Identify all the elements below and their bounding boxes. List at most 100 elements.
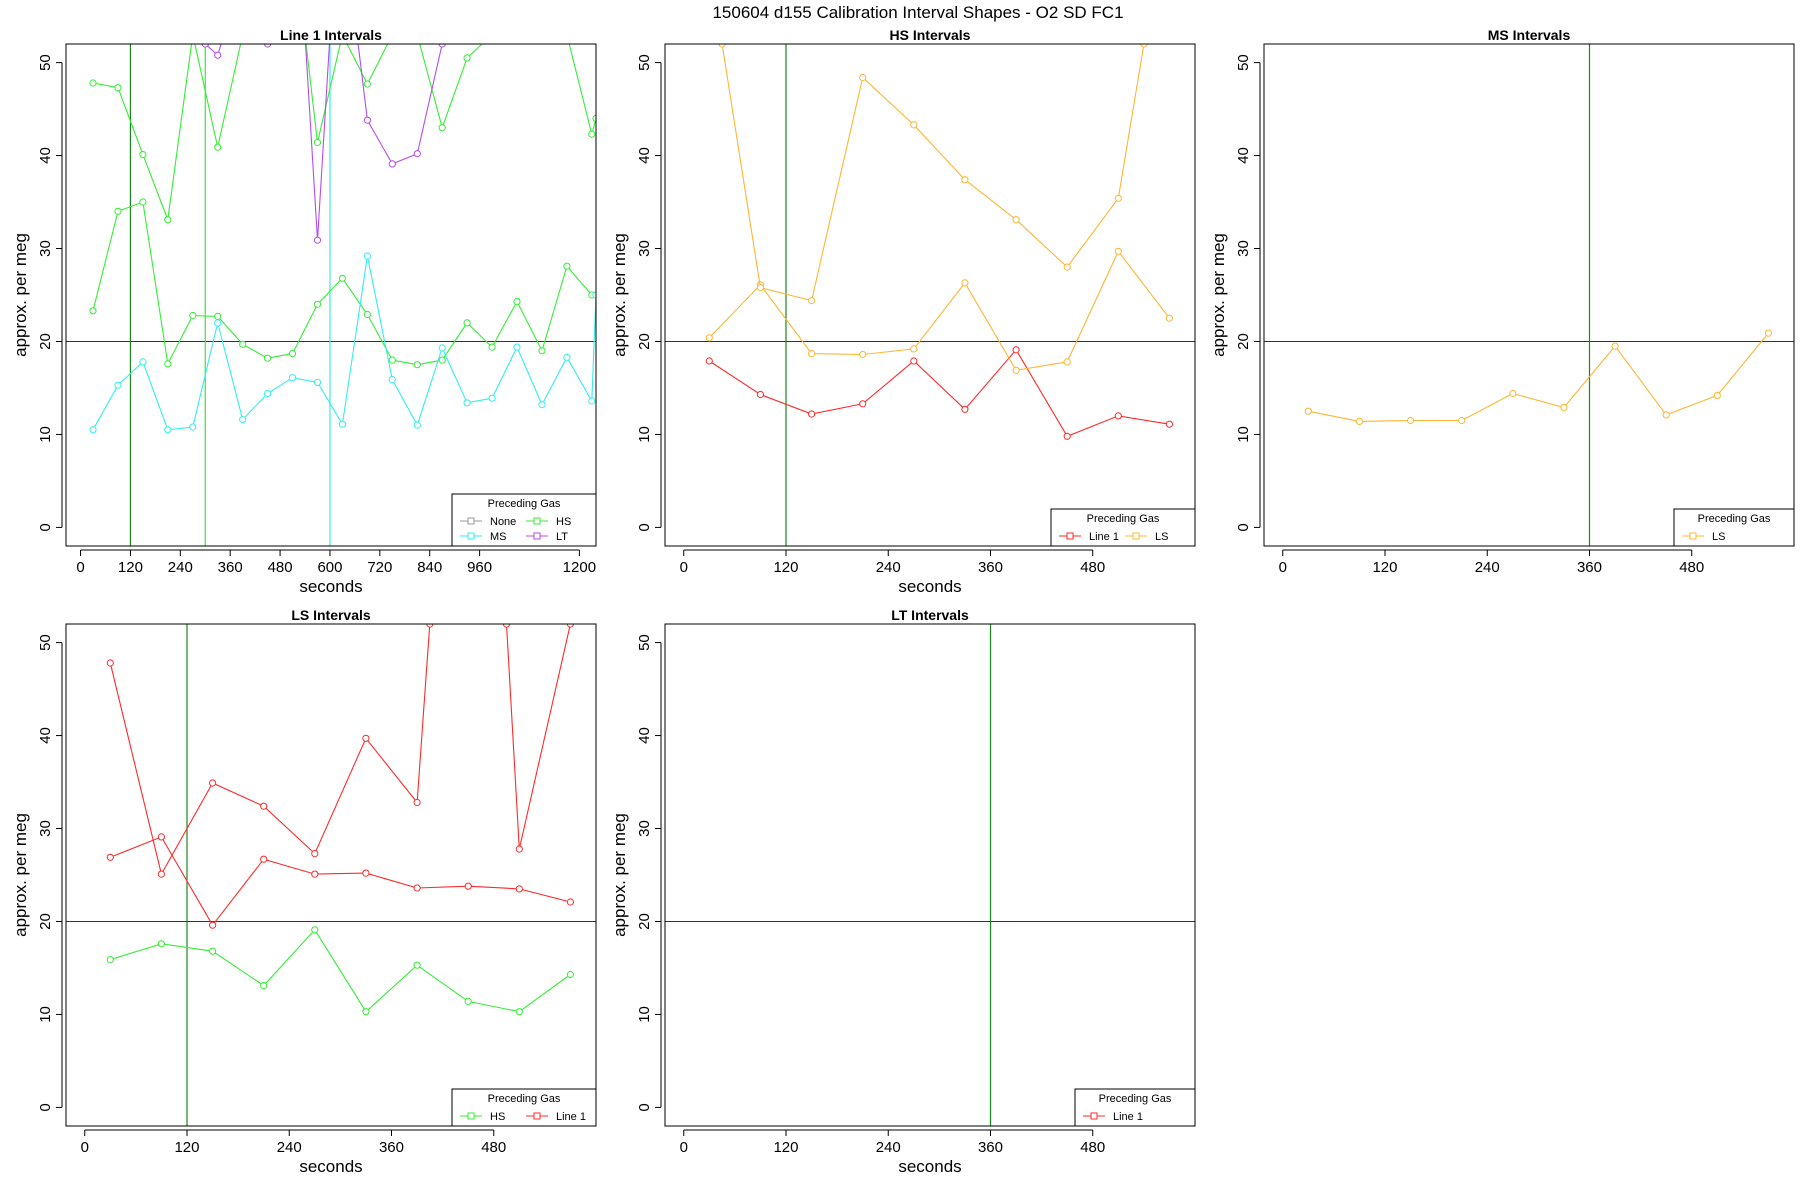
data-point (859, 400, 867, 408)
data-point (362, 1008, 370, 1016)
data-point (464, 882, 472, 890)
data-point (311, 850, 319, 858)
data-point (910, 345, 918, 353)
x-tick-label: 0 (680, 559, 688, 576)
legend-title: Preceding Gas (488, 498, 561, 510)
legend-swatch-marker (467, 532, 475, 540)
data-point (362, 734, 370, 742)
x-tick-label: 480 (1080, 1139, 1105, 1156)
legend-entry-label: None (490, 516, 516, 528)
data-point (363, 252, 371, 260)
series-line (721, 44, 1145, 302)
data-point (239, 340, 247, 348)
legend-box (1673, 508, 1795, 547)
data-point (910, 357, 918, 365)
plot-frame (664, 623, 1196, 1127)
y-tick-label: 40 (636, 727, 653, 744)
data-point (157, 940, 165, 948)
x-tick-label: 360 (1577, 559, 1602, 576)
y-tick-label: 0 (1235, 523, 1252, 531)
data-point (910, 121, 918, 129)
data-point (756, 284, 765, 292)
x-tick-label: 240 (277, 1139, 302, 1156)
y-tick-label: 0 (37, 523, 54, 531)
data-point (157, 833, 165, 841)
x-tick-label: 360 (218, 559, 243, 576)
legend-entry-label: LS (1155, 531, 1168, 543)
legend-swatch-marker (1090, 1112, 1098, 1120)
y-axis-label: approx. per meg (610, 813, 629, 937)
data-point (588, 397, 596, 405)
panel-title: LT Intervals (891, 607, 969, 623)
data-point (413, 361, 421, 369)
legend: Preceding Gas None HS MS LT (451, 493, 597, 547)
x-tick-label: 0 (76, 559, 84, 576)
x-tick-label: 120 (773, 1139, 798, 1156)
y-tick-label: 50 (37, 634, 54, 651)
data-point (164, 426, 172, 434)
data-point (311, 926, 319, 934)
series-line (708, 348, 1170, 437)
y-tick-label: 50 (37, 54, 54, 71)
data-point (413, 421, 421, 429)
data-point (563, 262, 571, 270)
data-point (362, 869, 370, 877)
data-point (1407, 416, 1415, 425)
y-tick-label: 50 (636, 54, 653, 71)
data-point (756, 390, 765, 399)
data-point (566, 970, 575, 979)
x-tick-label: 360 (379, 1139, 404, 1156)
data-point (538, 401, 546, 409)
panels-layer: Line 1 Intervals 0 120 240 360 480 600 720 840 96… (11, 27, 1795, 1176)
x-axis-label: seconds (898, 1157, 961, 1176)
series-line (357, 44, 443, 165)
y-axis-label: approx. per meg (11, 813, 30, 937)
data-point (260, 802, 268, 810)
legend-box (451, 1088, 597, 1127)
y-tick-label: 20 (1235, 333, 1252, 350)
plot-frame (65, 43, 597, 547)
y-tick-label: 20 (37, 333, 54, 350)
legend: Preceding Gas LS (1673, 508, 1795, 547)
y-tick-label: 50 (1235, 54, 1252, 71)
y-axis-label: approx. per meg (11, 233, 30, 357)
y-tick-label: 30 (1235, 240, 1252, 257)
legend: Preceding Gas HS Line 1 (451, 1088, 597, 1127)
data-point (311, 870, 319, 878)
data-point (413, 884, 421, 892)
x-tick-label: 840 (417, 559, 442, 576)
y-tick-label: 30 (636, 240, 653, 257)
y-tick-label: 30 (37, 240, 54, 257)
data-point (1063, 432, 1071, 440)
data-point (438, 344, 446, 352)
series-line (1308, 332, 1769, 422)
legend-box (451, 493, 597, 547)
y-tick-label: 10 (636, 426, 653, 443)
x-tick-label: 360 (978, 559, 1003, 576)
data-point (106, 956, 114, 964)
y-tick-label: 30 (636, 820, 653, 837)
data-point (808, 410, 816, 418)
data-point (288, 350, 297, 358)
data-point (463, 399, 471, 407)
data-point (139, 151, 147, 159)
y-tick-label: 30 (37, 820, 54, 837)
legend-title: Preceding Gas (1099, 1093, 1172, 1105)
data-point (209, 921, 217, 929)
legend-swatch-marker (467, 1112, 475, 1120)
data-point (961, 405, 969, 413)
y-tick-label: 50 (636, 634, 653, 651)
legend-swatch-marker (533, 1112, 541, 1120)
data-point (388, 160, 396, 168)
y-tick-label: 0 (636, 523, 653, 531)
data-point (563, 353, 571, 361)
data-point (808, 297, 816, 305)
y-tick-label: 40 (1235, 147, 1252, 164)
data-point (463, 54, 471, 62)
data-point (1165, 420, 1174, 428)
legend-entry-label: MS (490, 531, 507, 543)
legend-swatch-marker (1689, 532, 1697, 540)
data-point (164, 360, 172, 368)
data-point (808, 350, 816, 358)
